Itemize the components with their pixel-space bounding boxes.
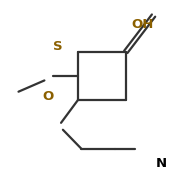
Text: OH: OH	[131, 18, 154, 31]
Text: O: O	[43, 90, 54, 103]
Text: S: S	[53, 40, 62, 53]
Text: N: N	[155, 157, 167, 170]
